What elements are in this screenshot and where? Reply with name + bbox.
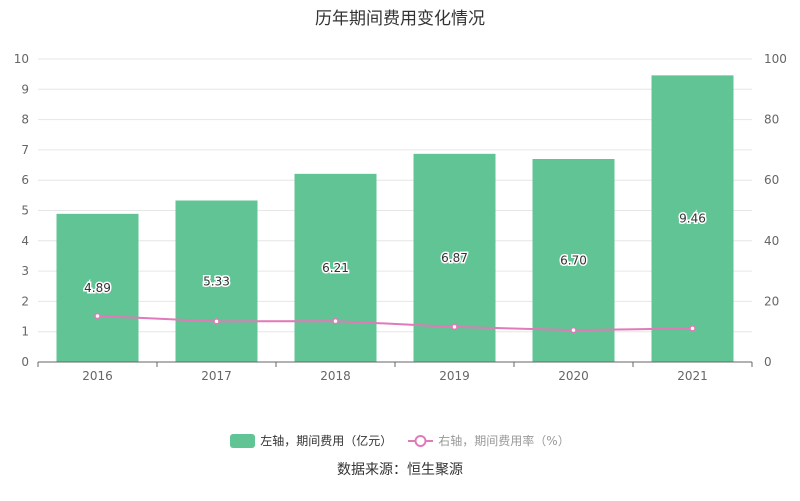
x-tick-label: 2020 — [558, 369, 589, 383]
rate-point — [689, 325, 696, 332]
y-left-tick-label: 6 — [21, 173, 29, 187]
rate-point — [570, 326, 577, 334]
y-left-tick-label: 10 — [14, 52, 29, 66]
y-left-tick-label: 1 — [21, 325, 29, 339]
y-right-tick-label: 20 — [764, 294, 779, 308]
line-layer — [94, 312, 696, 334]
legend-item-bar[interactable]: 左轴，期间费用（亿元） — [230, 432, 392, 449]
y-left-tick-label: 4 — [21, 234, 29, 248]
y-right-tick-label: 100 — [764, 52, 787, 66]
bar — [175, 200, 258, 362]
rate-point — [213, 318, 220, 325]
y-right-tick-label: 60 — [764, 173, 779, 187]
bar — [651, 75, 734, 362]
legend: 左轴，期间费用（亿元） 右轴，期间费用率（%） — [0, 432, 800, 449]
chart-title: 历年期间费用变化情况 — [315, 9, 485, 29]
x-tick-label: 2017 — [201, 369, 232, 383]
y-right-tick-label: 80 — [764, 113, 779, 127]
y-left-tick-label: 5 — [21, 204, 29, 218]
x-tick-label: 2021 — [677, 369, 708, 383]
x-tick-label: 2019 — [439, 369, 470, 383]
x-tick-label: 2016 — [82, 369, 113, 383]
y-left-tick-label: 8 — [21, 113, 29, 127]
x-tick-label: 2018 — [320, 369, 351, 383]
rate-point — [94, 312, 101, 320]
source-note: 数据来源：恒生聚源 — [337, 462, 463, 478]
bar-value-label: 4.89 — [84, 281, 111, 295]
y-right-tick-label: 0 — [764, 355, 772, 369]
legend-bar-label: 左轴，期间费用（亿元） — [260, 434, 393, 448]
y-right-tick-label: 40 — [764, 234, 779, 248]
y-left-tick-label: 9 — [21, 82, 29, 96]
bar-value-label: 6.21 — [322, 261, 349, 275]
y-left-tick-label: 3 — [21, 264, 29, 278]
bar-value-label: 6.70 — [560, 253, 587, 267]
bar-value-label: 5.33 — [203, 274, 230, 288]
legend-line-label: 右轴，期间费用率（%） — [438, 434, 570, 448]
rate-point — [332, 317, 339, 325]
grid-layer — [38, 58, 752, 333]
rate-line — [97, 314, 693, 332]
legend-line-swatch — [408, 434, 434, 447]
rate-point — [451, 323, 458, 331]
legend-bar-swatch — [230, 433, 256, 448]
label-layer: 4.89 5.33 6.21 6.87 6.70 9.46 — [83, 210, 708, 296]
bar — [294, 173, 377, 362]
y-left-tick-label: 2 — [21, 294, 29, 308]
bar — [56, 213, 139, 362]
bar-value-label: 6.87 — [441, 251, 468, 265]
bar-layer — [56, 75, 734, 362]
bar-value-label: 9.46 — [679, 212, 706, 226]
y-left-tick-label: 7 — [21, 143, 29, 157]
legend-item-line[interactable]: 右轴，期间费用率（%） — [408, 432, 570, 449]
y-left-tick-label: 0 — [21, 355, 29, 369]
